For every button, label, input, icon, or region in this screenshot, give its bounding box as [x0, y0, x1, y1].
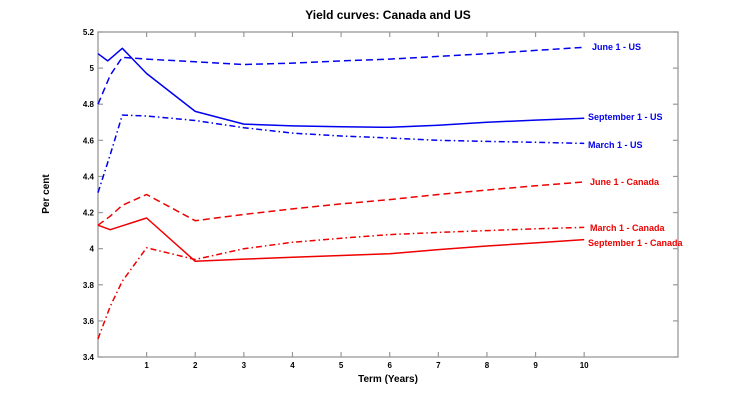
y-tick-label: 3.8 [83, 281, 95, 290]
series-line-june-1-canada [97, 181, 585, 226]
x-tick-label: 2 [193, 361, 198, 370]
x-tick-label: 3 [242, 361, 247, 370]
x-axis-label: Term (Years) [358, 374, 418, 385]
x-tick-label: 7 [436, 361, 441, 370]
y-tick-label: 4.8 [83, 100, 95, 109]
x-tick-label: 10 [580, 361, 589, 370]
y-tick-label: 4.2 [83, 209, 95, 218]
series-line-september-1-canada [97, 217, 585, 263]
y-tick-label: 3.4 [83, 353, 95, 362]
series-label-june-1-us: June 1 - US [592, 42, 641, 52]
x-tick-label: 5 [339, 361, 344, 370]
series-label-june-1-canada: June 1 - Canada [590, 177, 660, 187]
y-tick-label: 4 [90, 245, 95, 254]
series-line-march-1-canada [97, 226, 585, 340]
series-line-march-1-us [97, 114, 585, 193]
series-line-september-1-us [97, 47, 585, 129]
x-tick-label: 6 [387, 361, 392, 370]
series-line-june-1-us [97, 46, 585, 105]
y-tick-label: 5.2 [83, 28, 95, 37]
y-tick-label: 4.4 [83, 172, 95, 181]
series-label-march-1-us: March 1 - US [588, 140, 643, 150]
series-label-september-1-canada: September 1 - Canada [588, 238, 684, 248]
x-tick-label: 1 [144, 361, 149, 370]
series-label-september-1-us: September 1 - US [588, 112, 663, 122]
series-label-march-1-canada: March 1 - Canada [590, 223, 666, 233]
y-tick-label: 5 [90, 64, 95, 73]
x-tick-label: 8 [485, 361, 490, 370]
y-tick-label: 4.6 [83, 136, 95, 145]
y-axis-label: Per cent [41, 174, 52, 214]
chart-title: Yield curves: Canada and US [305, 8, 471, 22]
plot-frame [97, 31, 679, 358]
x-tick-label: 4 [290, 361, 295, 370]
x-tick-label: 9 [533, 361, 538, 370]
y-tick-label: 3.6 [83, 317, 95, 326]
